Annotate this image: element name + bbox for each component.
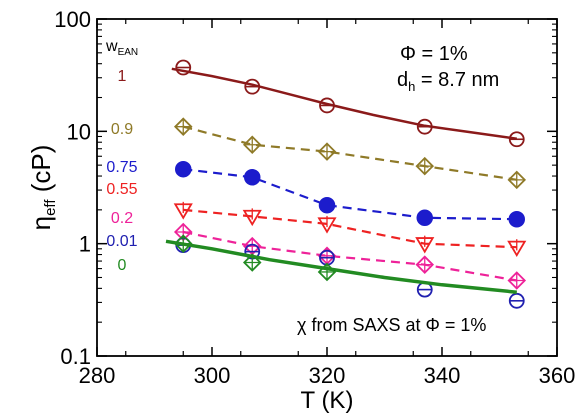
- y-tick-label: 0.1: [60, 344, 91, 369]
- x-tick-label: 300: [194, 363, 231, 388]
- series-1: [171, 59, 525, 148]
- x-tick-label: 320: [309, 363, 346, 388]
- series-0.55: [173, 201, 527, 257]
- y-tick-label: 10: [67, 119, 91, 144]
- annotation-dh-main: d: [397, 69, 408, 91]
- annotation-dh: dh = 8.7 nm: [397, 69, 499, 94]
- y-axis-title-unit: (cP): [26, 145, 56, 200]
- x-tick-label: 360: [539, 363, 576, 388]
- legend-entry: 0.75: [106, 159, 137, 176]
- legend-entry: 0: [118, 257, 127, 274]
- x-axis-title: T (K): [301, 387, 354, 414]
- legend-entry: 1: [118, 68, 127, 85]
- data-point: [416, 209, 433, 227]
- data-point: [318, 196, 336, 214]
- series-line: [183, 230, 517, 282]
- legend-entry: 0.9: [111, 121, 133, 138]
- legend-entry: 0.2: [111, 210, 133, 227]
- y-tick-label: 100: [54, 7, 91, 32]
- legend-title-main: w: [105, 38, 118, 55]
- y-axis-title-main: η: [26, 216, 56, 230]
- y-axis-title: ηeff (cP): [26, 145, 59, 231]
- legend-title: wEAN: [105, 38, 138, 58]
- legend-title-sub: EAN: [118, 47, 139, 58]
- data-point: [244, 169, 261, 186]
- series-0.75: [175, 160, 525, 228]
- series-0: [165, 234, 517, 294]
- annotation-bottom: χ from SAXS at Φ = 1%: [297, 315, 486, 335]
- series-line: [183, 208, 517, 249]
- series-0.9: [173, 117, 527, 190]
- series-line: [183, 125, 517, 181]
- legend-entry: 0.55: [106, 181, 137, 198]
- annotation-phi: Φ = 1%: [400, 43, 468, 65]
- x-tick-label: 280: [79, 363, 116, 388]
- legend-entry: 0.01: [106, 233, 137, 250]
- data-point: [175, 160, 192, 178]
- data-point: [508, 210, 525, 228]
- annotation-dh-rest: = 8.7 nm: [415, 69, 499, 91]
- y-tick-label: 1: [79, 232, 91, 257]
- series-0.2: [173, 222, 527, 290]
- fit-line: [165, 239, 517, 294]
- fit-line: [171, 67, 517, 140]
- annotation-dh-sub: h: [408, 79, 415, 94]
- legend: 1 0.9 0.75 0.55 0.2 0.01 0: [106, 68, 137, 274]
- series-line: [183, 168, 517, 221]
- series-layer: [165, 59, 527, 309]
- x-tick-label: 340: [424, 363, 461, 388]
- y-axis-title-sub: eff: [42, 199, 59, 216]
- axis-ticks: [96, 18, 558, 357]
